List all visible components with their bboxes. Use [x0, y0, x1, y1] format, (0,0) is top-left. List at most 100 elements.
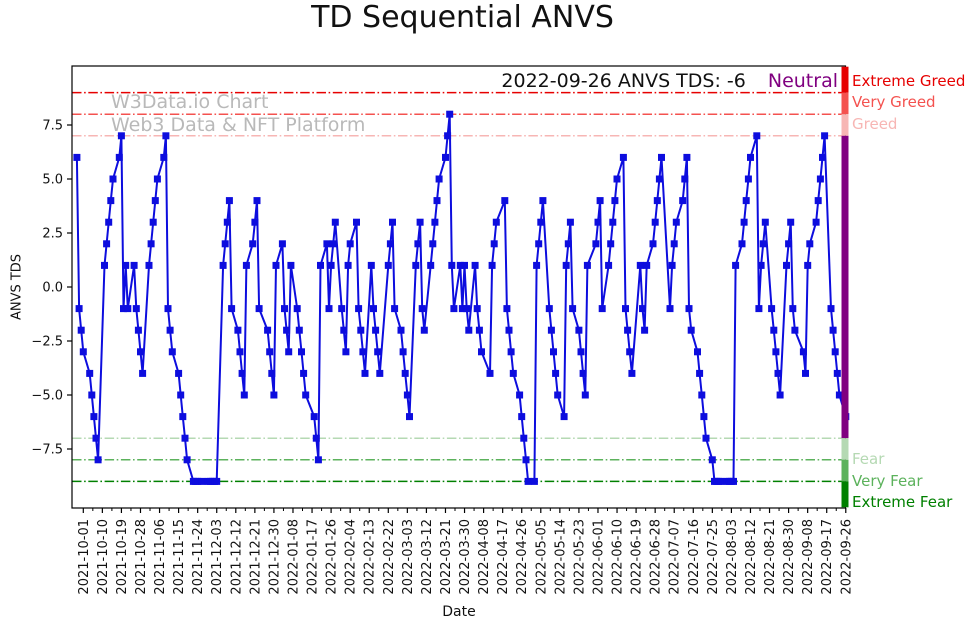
x-tick-label: 2022-04-26 — [515, 519, 530, 595]
x-axis-label: Date — [442, 604, 476, 620]
data-point-marker — [264, 326, 272, 334]
colorbar-segment — [841, 481, 849, 508]
data-point-marker — [768, 305, 776, 313]
data-point-marker — [219, 261, 227, 269]
data-point-marker — [338, 305, 346, 313]
data-point-marker — [804, 261, 812, 269]
data-point-marker — [658, 153, 665, 161]
data-point-marker — [120, 305, 127, 313]
x-tick-label: 2022-07-25 — [706, 519, 721, 595]
y-tick-label: −2.5 — [31, 335, 63, 350]
y-tick-label: −7.5 — [31, 443, 63, 458]
data-point-marker — [122, 261, 130, 269]
data-point-marker — [700, 413, 708, 421]
data-point-marker — [819, 153, 826, 161]
data-point-marker — [681, 175, 689, 183]
data-point-marker — [298, 348, 305, 356]
data-point-marker — [609, 218, 617, 226]
data-point-marker — [401, 369, 409, 377]
data-point-marker — [776, 391, 784, 399]
data-point-marker — [653, 197, 661, 205]
data-point-marker — [223, 218, 231, 226]
data-point-marker — [732, 261, 740, 269]
data-point-marker — [655, 175, 663, 183]
x-tick-label: 2022-07-16 — [687, 519, 702, 595]
x-tick-label: 2022-04-08 — [477, 519, 492, 595]
data-point-marker — [213, 477, 221, 485]
data-point-marker — [181, 434, 189, 442]
data-point-marker — [789, 305, 797, 313]
data-point-marker — [287, 261, 295, 269]
data-point-marker — [359, 348, 367, 356]
x-tick-label: 2022-07-07 — [668, 519, 683, 595]
data-point-marker — [465, 326, 473, 334]
x-tick-label: 2021-10-28 — [134, 519, 149, 595]
x-tick-label: 2022-01-26 — [325, 519, 340, 595]
data-point-marker — [194, 477, 202, 485]
data-point-marker — [626, 348, 634, 356]
data-point-marker — [488, 261, 496, 269]
data-point-marker — [524, 477, 532, 485]
data-point-marker — [545, 305, 553, 313]
data-point-marker — [103, 240, 111, 248]
data-point-marker — [145, 261, 153, 269]
data-point-marker — [168, 348, 176, 356]
data-point-marker — [253, 197, 261, 205]
data-point-marker — [685, 305, 693, 313]
data-point-marker — [594, 218, 602, 226]
data-point-marker — [310, 413, 318, 421]
watermark-line1: W3Data.io Chart — [111, 91, 269, 113]
data-point-marker — [757, 261, 765, 269]
data-point-marker — [814, 197, 822, 205]
data-point-marker — [821, 132, 829, 140]
data-point-marker — [314, 456, 322, 464]
data-point-marker — [761, 218, 769, 226]
data-point-marker — [403, 391, 411, 399]
data-point-marker — [827, 305, 835, 313]
x-tick-label: 2022-03-12 — [420, 519, 435, 595]
data-point-marker — [622, 305, 629, 313]
data-point-marker — [101, 261, 108, 269]
data-point-marker — [134, 326, 142, 334]
data-point-marker — [175, 369, 183, 377]
y-tick-label: 2.5 — [42, 227, 63, 242]
data-point-marker — [323, 240, 331, 248]
data-point-marker — [115, 153, 123, 161]
data-point-marker — [717, 477, 725, 485]
x-tick-label: 2022-08-30 — [782, 519, 797, 595]
data-point-marker — [278, 240, 286, 248]
data-point-marker — [619, 153, 627, 161]
data-point-marker — [624, 326, 632, 334]
data-point-marker — [442, 153, 449, 161]
x-tick-label: 2022-02-22 — [382, 519, 397, 595]
data-point-marker — [651, 218, 659, 226]
y-tick-label: 7.5 — [42, 119, 63, 134]
data-point-marker — [73, 153, 81, 161]
data-point-marker — [344, 261, 352, 269]
data-point-marker — [105, 218, 113, 226]
data-point-marker — [785, 240, 793, 248]
data-point-marker — [569, 305, 577, 313]
data-point-marker — [530, 477, 538, 485]
data-point-marker — [88, 391, 96, 399]
data-point-marker — [75, 305, 83, 313]
data-point-marker — [162, 132, 170, 140]
data-point-marker — [683, 153, 691, 161]
data-point-marker — [547, 326, 555, 334]
data-point-marker — [221, 240, 229, 248]
data-point-marker — [384, 261, 392, 269]
x-tick-label: 2022-02-04 — [344, 519, 359, 595]
data-point-marker — [456, 261, 464, 269]
data-point-marker — [342, 348, 350, 356]
x-tick-label: 2022-04-17 — [496, 519, 511, 595]
data-point-marker — [806, 240, 814, 248]
data-point-marker — [666, 305, 674, 313]
data-point-marker — [147, 240, 155, 248]
data-point-marker — [329, 240, 337, 248]
data-point-marker — [772, 348, 780, 356]
data-point-marker — [583, 261, 591, 269]
data-point-marker — [742, 197, 750, 205]
data-point-marker — [492, 218, 500, 226]
